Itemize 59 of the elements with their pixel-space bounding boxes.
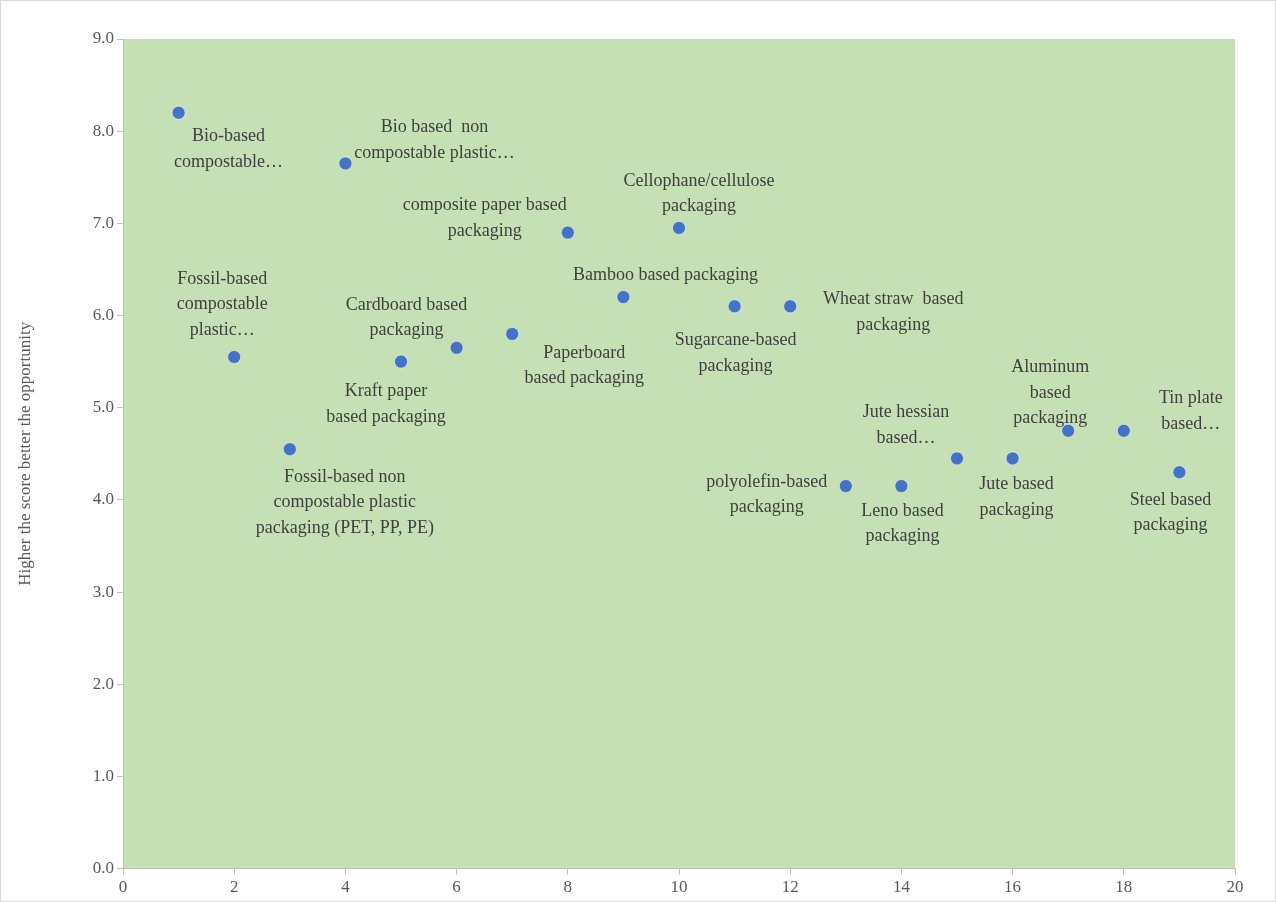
annotation: Tin plate based…	[1158, 387, 1223, 433]
y-tick-label: 8.0	[92, 120, 114, 140]
x-tick-label: 18	[1115, 877, 1133, 897]
annotation: composite paper based packaging	[402, 194, 567, 240]
annotation: Cellophane/cellulose packaging	[623, 169, 775, 216]
point	[1117, 424, 1131, 438]
point	[561, 225, 575, 240]
point	[616, 290, 631, 304]
y-tick-label: 1.0	[92, 765, 114, 785]
annotation: Bio based non compostable plastic…	[354, 116, 515, 162]
annotation: Leno based packaging	[861, 499, 944, 546]
x-tick-label: 14	[892, 877, 911, 897]
point	[839, 479, 853, 493]
point	[1005, 451, 1020, 466]
point	[227, 350, 241, 364]
point	[727, 299, 742, 314]
point	[394, 354, 408, 369]
annotation: Kraft paper based packaging	[326, 380, 446, 426]
point	[338, 156, 353, 171]
point	[505, 327, 519, 341]
annotation: Wheat straw based packaging	[822, 288, 964, 334]
y-tick-label: 6.0	[92, 305, 114, 324]
x-tick-label: 10	[670, 877, 688, 897]
annotation: Bamboo based packaging	[572, 263, 758, 284]
annotation: Steel based packaging	[1129, 488, 1212, 535]
annotation: Bio-based compostable…	[174, 125, 284, 171]
point	[783, 299, 797, 314]
annotation: Paperboard based packaging	[524, 341, 644, 388]
y-tick-label: 9.0	[92, 28, 114, 48]
point	[672, 221, 686, 235]
point	[449, 341, 464, 355]
y-tick-label: 5.0	[92, 397, 114, 417]
x-tick-label: 12	[781, 877, 799, 897]
y-tick-label: 0.0	[92, 858, 114, 878]
y-tick-label: 2.0	[92, 673, 114, 693]
x-tick-label: 16	[1004, 877, 1022, 897]
annotation: Fossil-based non compostable plastic packaging (PET, PP, PE)	[255, 465, 434, 538]
x-tick-label: 20	[1226, 877, 1244, 897]
x-tick-label: 0	[118, 877, 128, 897]
annotation: Sugarcane-based packaging	[674, 329, 797, 375]
y-tick-label: 3.0	[92, 581, 114, 601]
y-tick-label: 4.0	[92, 489, 114, 509]
annotation: Fossil-based compostable plastic…	[176, 267, 268, 339]
x-tick-label: 2	[229, 877, 239, 897]
x-tick-label: 4	[341, 877, 351, 897]
y-tick-label: 7.0	[92, 212, 114, 232]
point	[1172, 465, 1187, 479]
annotation: Cardboard based packaging	[345, 293, 468, 340]
y-axis-title: Higher the score better the opportunity	[14, 321, 34, 586]
annotation: Jute based packaging	[979, 473, 1054, 519]
point	[283, 442, 297, 456]
point	[950, 451, 964, 466]
x-tick-label: 6	[452, 877, 461, 897]
annotation: Jute hessian based…	[862, 401, 950, 447]
annotation: polyolefin-based packaging	[706, 470, 828, 517]
x-tick-label: 8	[563, 877, 573, 897]
point	[171, 105, 186, 120]
point	[894, 479, 909, 493]
annotation: Aluminum based packaging	[1011, 356, 1090, 428]
